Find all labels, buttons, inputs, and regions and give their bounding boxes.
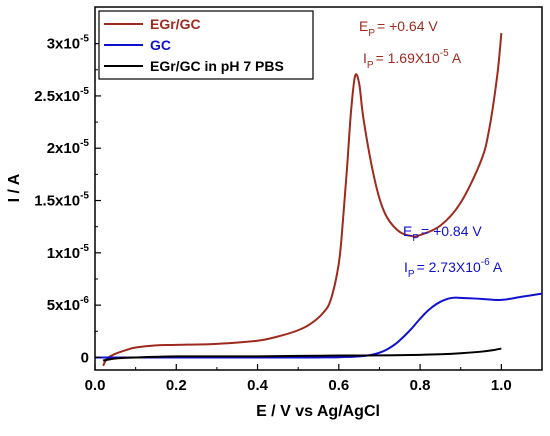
y-tick-label: 2.5x10-5 [34, 86, 89, 105]
annotation-gc-ip: IP = 2.73X10-6 A [404, 257, 503, 280]
x-tick-label: 1.0 [491, 377, 512, 394]
series-line-pbs [102, 347, 502, 362]
y-tick-label: 1x10-5 [47, 243, 90, 262]
annotation-egr: EP = +0.64 V IP = 1.69X10-5 A [359, 18, 462, 71]
y-tick-label: 1.5x10-5 [34, 191, 89, 210]
y-tick-label: 5x10-6 [47, 295, 90, 314]
annotation-egr-ip: IP = 1.69X10-5 A [363, 48, 462, 71]
legend-label-gc: GC [150, 37, 171, 53]
series-line-egr [102, 33, 503, 367]
legend-label-pbs: EGr/GC in pH 7 PBS [150, 58, 284, 74]
x-tick-label: 0.6 [328, 377, 349, 394]
plot-frame [94, 6, 543, 371]
x-axis-label: E / V vs Ag/AgCl [256, 403, 380, 420]
x-tick-label: 0.2 [166, 377, 187, 394]
y-tick-label: 3x10-5 [47, 34, 90, 53]
annotation-egr-ep: EP = +0.64 V [359, 18, 438, 39]
legend-label-egr: EGr/GC [150, 16, 201, 32]
y-axis-label: I / A [6, 173, 23, 202]
x-tick-label: 0.8 [410, 377, 431, 394]
y-axis-ticks: 0 5x10-6 1x10-5 1.5x10-5 2x10-5 2.5x10-5 3x10-… [34, 34, 101, 366]
x-tick-label: 0.4 [247, 377, 269, 394]
annotation-gc-ep: EP = +0.84 V [403, 223, 482, 244]
x-axis-ticks: 0.0 0.2 0.4 0.6 0.8 1.0 [85, 364, 512, 394]
x-tick-label: 0.0 [85, 377, 106, 394]
legend: EGr/GC GC EGr/GC in pH 7 PBS [98, 10, 314, 80]
y-tick-label: 0 [81, 349, 89, 366]
series-line-gc [95, 292, 542, 359]
series-curves [95, 33, 542, 367]
y-tick-label: 2x10-5 [47, 138, 90, 157]
annotation-gc: EP = +0.84 V IP = 2.73X10-6 A [403, 223, 503, 280]
